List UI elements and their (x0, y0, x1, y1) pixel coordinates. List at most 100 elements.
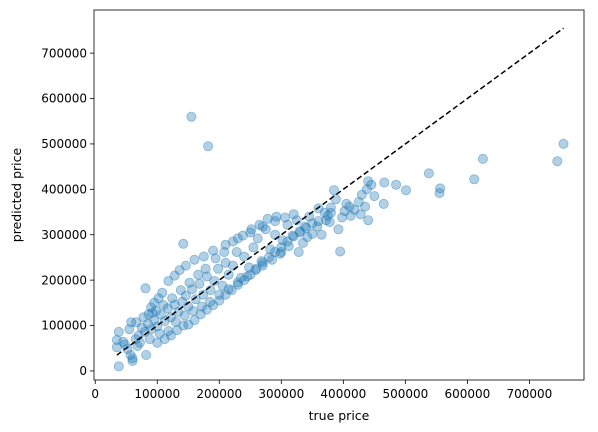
data-point (165, 330, 176, 341)
data-point (220, 257, 231, 268)
data-point (208, 300, 219, 311)
data-point (134, 337, 145, 348)
y-axis-label: predicted price (9, 148, 24, 243)
data-point (208, 245, 219, 256)
data-point (200, 263, 211, 274)
data-point (250, 265, 261, 276)
data-point (131, 317, 142, 328)
data-point (162, 303, 173, 314)
x-tick-label: 700000 (507, 387, 553, 401)
data-point (270, 216, 281, 227)
data-point (141, 349, 152, 360)
data-point (391, 179, 402, 190)
data-point (154, 328, 165, 339)
x-tick-label: 200000 (196, 387, 242, 401)
data-point (210, 253, 221, 264)
data-point (232, 277, 243, 288)
x-tick-label: 600000 (444, 387, 490, 401)
data-point (282, 219, 293, 230)
data-point (223, 269, 234, 280)
data-point (152, 337, 163, 348)
data-point (138, 312, 149, 323)
data-point (170, 316, 181, 327)
y-tick-label: 100000 (41, 319, 87, 333)
data-point (345, 210, 356, 221)
data-point (217, 280, 228, 291)
data-point (158, 300, 169, 311)
data-point (178, 238, 189, 249)
data-point (293, 246, 304, 257)
data-point (122, 344, 133, 355)
data-point (257, 260, 268, 271)
data-point (165, 312, 176, 323)
data-point (353, 196, 364, 207)
data-point (263, 252, 274, 263)
data-point (256, 256, 267, 267)
data-point (341, 198, 352, 209)
data-point (220, 239, 231, 250)
data-point (190, 294, 201, 305)
data-point (220, 289, 231, 300)
data-point (287, 230, 298, 241)
data-point (169, 299, 180, 310)
x-tick-label: 500000 (382, 387, 428, 401)
data-point (183, 319, 194, 330)
data-point (163, 275, 174, 286)
x-axis-label: true price (309, 408, 370, 423)
data-point (266, 254, 277, 265)
data-point (276, 246, 287, 257)
data-point (179, 310, 190, 321)
x-tick-label: 0 (91, 387, 99, 401)
data-point (113, 326, 124, 337)
data-point (319, 207, 330, 218)
data-point (111, 342, 122, 353)
data-point (196, 301, 207, 312)
data-point (147, 307, 158, 318)
data-point (335, 246, 346, 257)
data-point (333, 224, 344, 235)
data-point (146, 302, 157, 313)
data-point (288, 231, 299, 242)
data-point (558, 138, 569, 149)
data-point (254, 219, 265, 230)
data-point (242, 271, 253, 282)
data-point (304, 211, 315, 222)
data-point (369, 191, 380, 202)
data-point (469, 174, 480, 185)
data-point (251, 263, 262, 274)
data-point (142, 318, 153, 329)
data-point (157, 287, 168, 298)
data-point (378, 198, 389, 209)
data-point (214, 295, 225, 306)
data-point (245, 269, 256, 280)
data-point (299, 221, 310, 232)
y-axis: 0 100000 200000 300000 400000 500000 600000 700… (41, 46, 94, 378)
plot-frame (93, 9, 585, 381)
data-point (248, 242, 259, 253)
data-point (163, 325, 174, 336)
data-point (235, 272, 246, 283)
data-point (203, 141, 214, 152)
data-point (194, 278, 205, 289)
data-point (201, 271, 212, 282)
data-point (270, 229, 281, 240)
data-point (167, 293, 178, 304)
data-point (195, 309, 206, 320)
data-point (435, 183, 446, 194)
reference-line (116, 27, 564, 356)
data-point (186, 111, 197, 122)
data-point (361, 184, 372, 195)
data-point (189, 315, 200, 326)
data-point (279, 212, 290, 223)
x-tick-label: 400000 (320, 387, 366, 401)
data-point (132, 340, 143, 351)
data-point (277, 235, 288, 246)
data-point (262, 213, 273, 224)
data-point (231, 246, 242, 257)
data-point (174, 265, 185, 276)
data-point (227, 236, 238, 247)
data-point (325, 207, 336, 218)
data-point (175, 285, 186, 296)
data-point (127, 353, 138, 364)
x-tick-label: 300000 (258, 387, 304, 401)
